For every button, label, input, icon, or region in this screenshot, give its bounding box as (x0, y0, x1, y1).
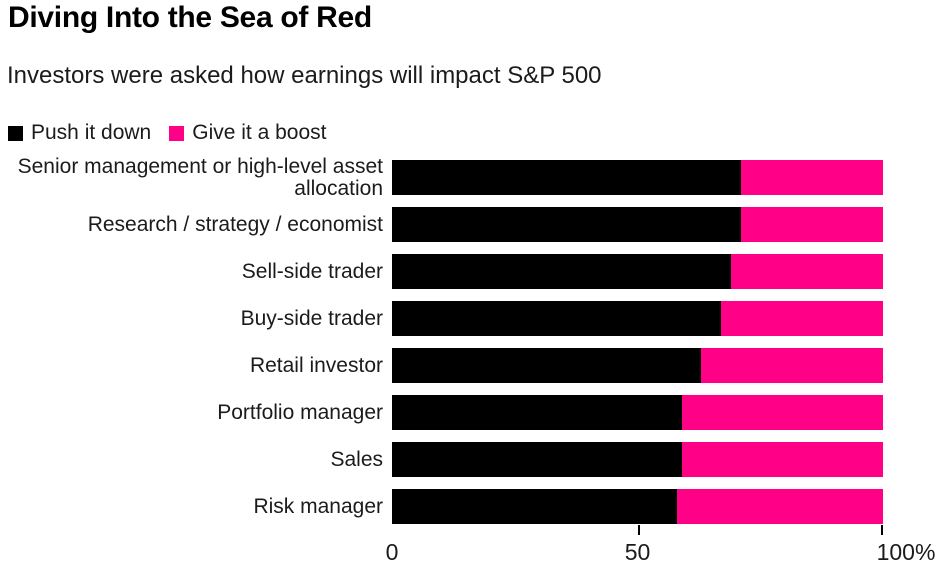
bar-segment-give-it-a-boost (681, 442, 883, 477)
legend-swatch-black (8, 125, 23, 141)
stacked-bar (392, 348, 883, 383)
bar-segment-push-it-down (392, 160, 741, 195)
bar-row: Portfolio manager (0, 395, 946, 430)
bar-segment-give-it-a-boost (720, 301, 883, 336)
category-label: Sell-side trader (241, 259, 383, 283)
bar-segment-give-it-a-boost (740, 160, 883, 195)
stacked-bar (392, 207, 883, 242)
axis-tick-100 (881, 525, 883, 535)
bar-segment-give-it-a-boost (676, 489, 883, 524)
bar-segment-give-it-a-boost (681, 395, 883, 430)
category-label: Retail investor (249, 353, 383, 377)
stacked-bar (392, 442, 883, 477)
bar-row: Sell-side trader (0, 254, 946, 289)
bar-segment-push-it-down (392, 442, 682, 477)
bar-row: Senior management or high-level asset al… (0, 154, 946, 200)
bar-segment-push-it-down (392, 348, 702, 383)
category-label: Research / strategy / economist (87, 212, 383, 236)
axis-tick-50 (637, 525, 640, 535)
bar-segment-push-it-down (392, 489, 677, 524)
stacked-bar (392, 254, 883, 289)
category-label: Risk manager (253, 494, 383, 518)
axis-label-0: 0 (385, 539, 399, 565)
category-label: Sales (330, 447, 383, 471)
bar-row: Sales (0, 442, 946, 477)
chart-subtitle: Investors were asked how earnings will i… (7, 62, 602, 89)
bar-segment-push-it-down (392, 301, 721, 336)
legend-item-give-it-a-boost: Give it a boost (169, 121, 326, 145)
bar-row: Buy-side trader (0, 301, 946, 336)
bar-row: Research / strategy / economist (0, 207, 946, 242)
stacked-bar (392, 395, 883, 430)
bar-segment-push-it-down (392, 207, 741, 242)
bar-segment-push-it-down (392, 254, 731, 289)
bar-segment-give-it-a-boost (740, 207, 883, 242)
bar-segment-push-it-down (392, 395, 682, 430)
x-axis: 0 50 100% (386, 524, 935, 574)
legend-label: Push it down (31, 121, 152, 144)
stacked-bar (392, 301, 883, 336)
category-label: Buy-side trader (240, 306, 383, 330)
bar-rows: Senior management or high-level asset al… (0, 154, 946, 524)
legend: Push it down Give it a boost (8, 121, 326, 145)
legend-item-push-it-down: Push it down (8, 121, 151, 145)
stacked-bar (392, 160, 883, 195)
category-label: Senior management or high-level asset al… (17, 154, 383, 200)
stacked-bar (392, 489, 883, 524)
legend-swatch-pink (169, 125, 185, 141)
chart-title: Diving Into the Sea of Red (8, 1, 372, 34)
legend-label: Give it a boost (192, 121, 327, 144)
bar-row: Retail investor (0, 348, 946, 383)
bar-row: Risk manager (0, 489, 946, 524)
axis-label-50: 50 (624, 539, 651, 565)
axis-label-100: 100% (876, 539, 936, 565)
bar-segment-give-it-a-boost (730, 254, 883, 289)
category-label: Portfolio manager (217, 400, 383, 424)
bar-segment-give-it-a-boost (701, 348, 883, 383)
